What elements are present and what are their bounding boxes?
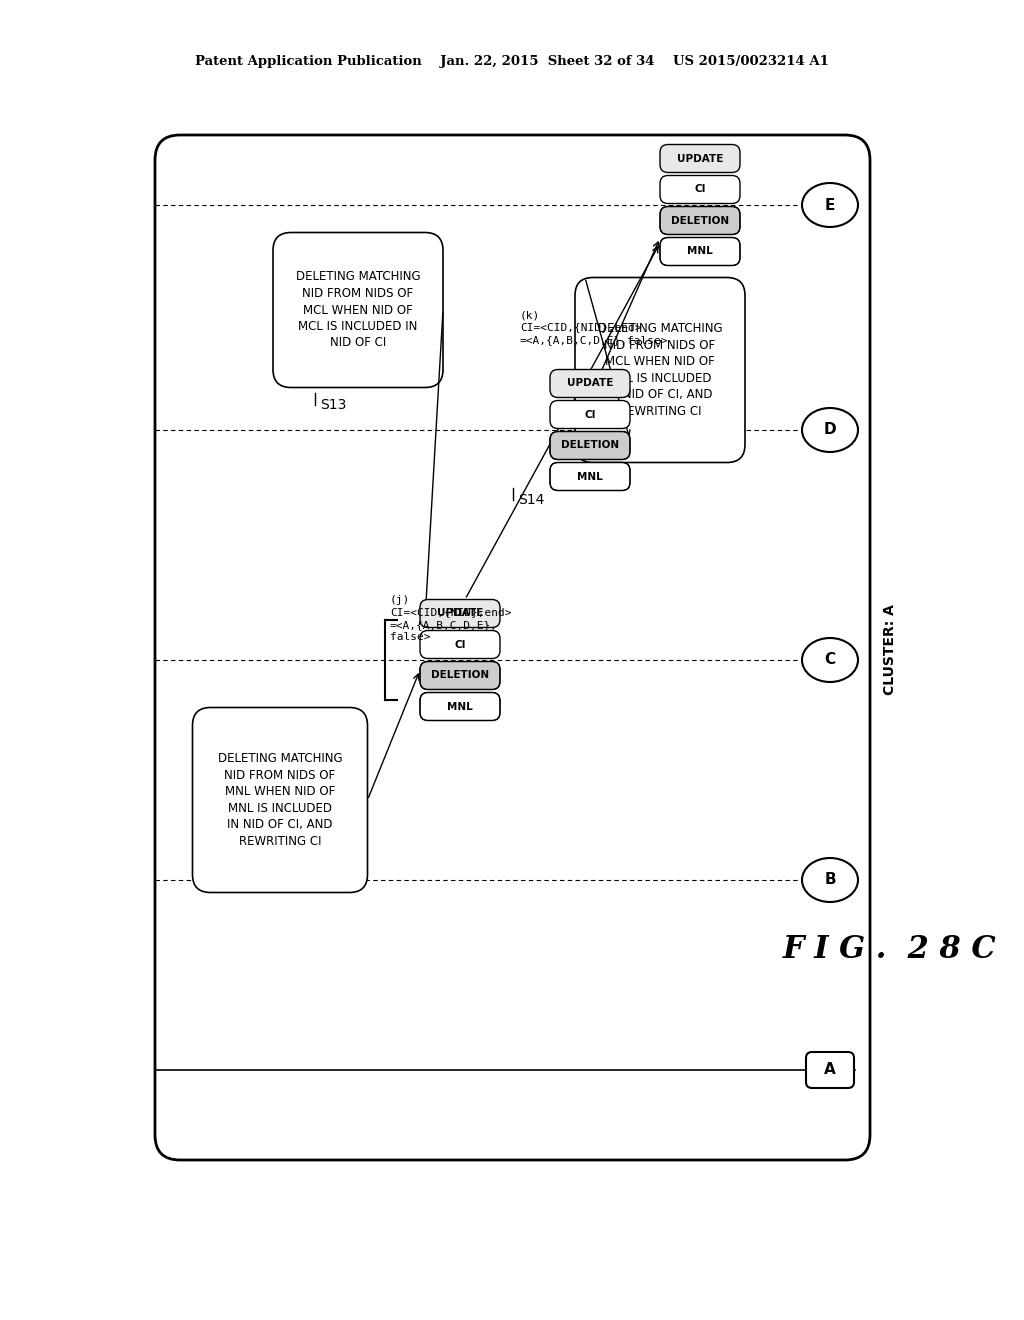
Text: DELETION: DELETION: [431, 671, 489, 681]
Text: D: D: [823, 422, 837, 437]
FancyBboxPatch shape: [193, 708, 368, 892]
FancyBboxPatch shape: [420, 693, 500, 721]
FancyBboxPatch shape: [155, 135, 870, 1160]
Text: UPDATE: UPDATE: [567, 379, 613, 388]
FancyBboxPatch shape: [660, 144, 740, 173]
Text: E: E: [824, 198, 836, 213]
FancyBboxPatch shape: [550, 400, 630, 429]
FancyBboxPatch shape: [273, 232, 443, 388]
FancyBboxPatch shape: [420, 661, 500, 689]
FancyBboxPatch shape: [420, 631, 500, 659]
FancyBboxPatch shape: [550, 370, 630, 397]
Text: S13: S13: [319, 399, 346, 412]
Text: A: A: [824, 1063, 836, 1077]
Text: B: B: [824, 873, 836, 887]
FancyBboxPatch shape: [420, 599, 500, 627]
Text: CLUSTER: A: CLUSTER: A: [883, 605, 897, 696]
Text: DELETING MATCHING
NID FROM NIDS OF
MNL WHEN NID OF
MNL IS INCLUDED
IN NID OF CI,: DELETING MATCHING NID FROM NIDS OF MNL W…: [218, 752, 342, 847]
Text: DELETING MATCHING
NID FROM NIDS OF
MCL WHEN NID OF
MCL IS INCLUDED IN
NID OF CI: DELETING MATCHING NID FROM NIDS OF MCL W…: [296, 271, 420, 350]
Text: DELETION: DELETION: [671, 215, 729, 226]
Text: CI: CI: [455, 639, 466, 649]
FancyBboxPatch shape: [550, 432, 630, 459]
FancyBboxPatch shape: [660, 238, 740, 265]
Text: CI: CI: [694, 185, 706, 194]
Text: (j)
CI=<CID,{NID},end>
=<A,{A,B,C,D,E},
false>: (j) CI=<CID,{NID},end> =<A,{A,B,C,D,E}, …: [390, 595, 512, 643]
FancyBboxPatch shape: [575, 277, 745, 462]
Text: MNL: MNL: [447, 701, 473, 711]
Text: MNL: MNL: [578, 471, 603, 482]
Text: UPDATE: UPDATE: [677, 153, 723, 164]
Text: S14: S14: [518, 492, 545, 507]
Text: UPDATE: UPDATE: [437, 609, 483, 619]
Ellipse shape: [802, 183, 858, 227]
FancyBboxPatch shape: [660, 176, 740, 203]
Ellipse shape: [802, 858, 858, 902]
Text: (k)
CI=<CID,{NID},end>
=<A,{A,B,C,D,E},false>: (k) CI=<CID,{NID},end> =<A,{A,B,C,D,E},f…: [520, 310, 669, 345]
Ellipse shape: [802, 638, 858, 682]
Text: Patent Application Publication    Jan. 22, 2015  Sheet 32 of 34    US 2015/00232: Patent Application Publication Jan. 22, …: [195, 55, 829, 69]
FancyBboxPatch shape: [660, 206, 740, 235]
Text: CI: CI: [585, 409, 596, 420]
Ellipse shape: [802, 408, 858, 451]
Text: DELETION: DELETION: [561, 441, 620, 450]
Text: F I G .  2 8 C: F I G . 2 8 C: [783, 935, 996, 965]
Text: C: C: [824, 652, 836, 668]
Text: DELETING MATCHING
NID FROM NIDS OF
MCL WHEN NID OF
MCL IS INCLUDED
IN NID OF CI,: DELETING MATCHING NID FROM NIDS OF MCL W…: [598, 322, 722, 417]
Text: S12: S12: [230, 863, 256, 876]
Text: MNL: MNL: [687, 247, 713, 256]
FancyBboxPatch shape: [550, 462, 630, 491]
FancyBboxPatch shape: [806, 1052, 854, 1088]
